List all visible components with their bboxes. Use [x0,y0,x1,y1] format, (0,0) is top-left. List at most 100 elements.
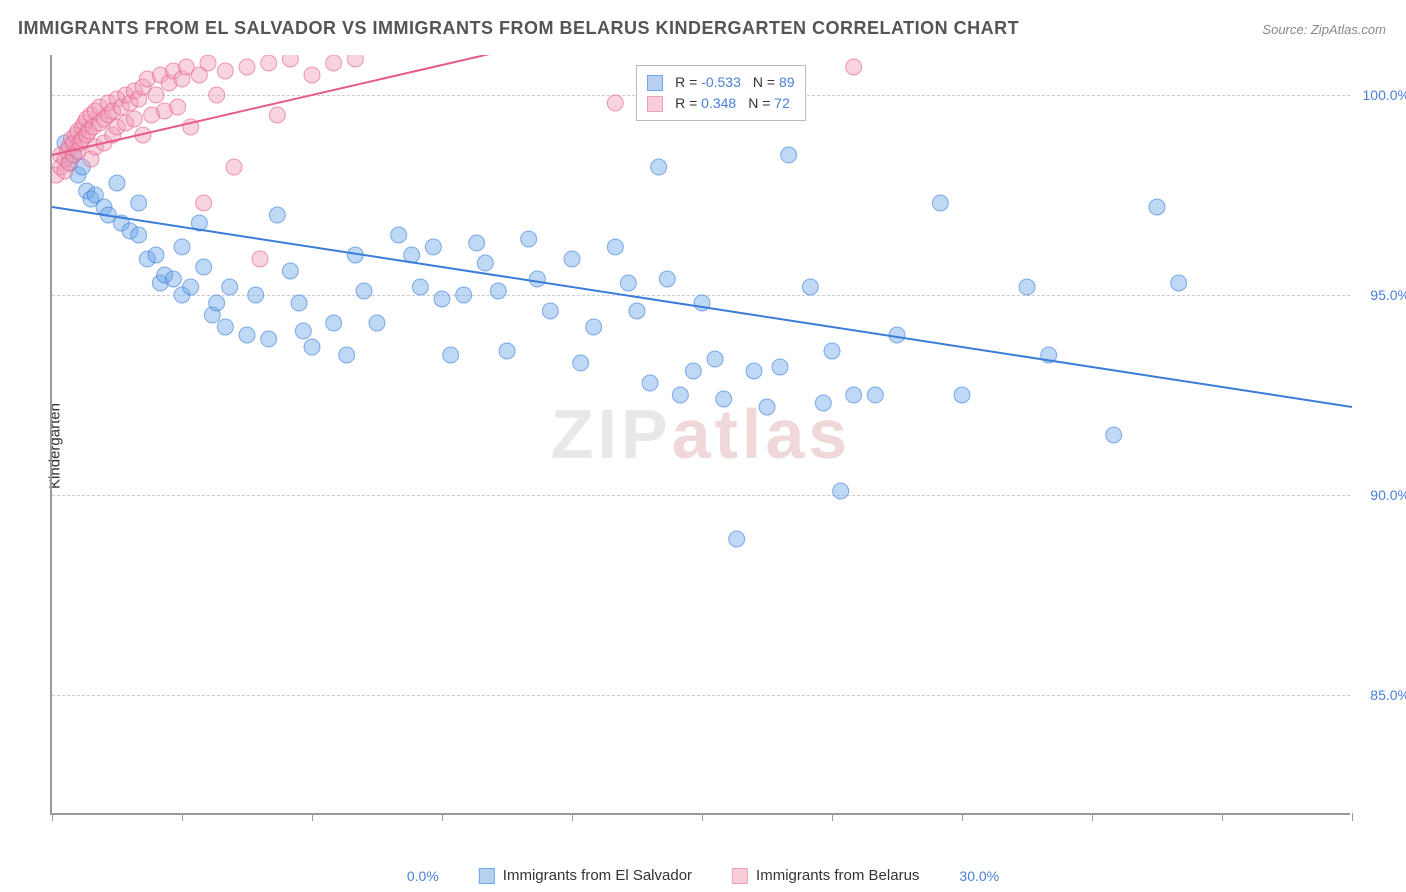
scatter-point [456,287,472,303]
scatter-point [165,271,181,287]
stats-row-blue: R = -0.533 N = 89 [647,72,794,93]
scatter-point [131,227,147,243]
scatter-point [148,247,164,263]
scatter-point [867,387,883,403]
scatter-point [425,239,441,255]
scatter-point [607,239,623,255]
x-axis-min-label: 0.0% [407,868,439,884]
scatter-point [620,275,636,291]
scatter-point [356,283,372,299]
scatter-point [222,279,238,295]
scatter-point [148,87,164,103]
scatter-point [269,107,285,123]
scatter-point [170,99,186,115]
scatter-point [833,483,849,499]
stats-row-pink: R = 0.348 N = 72 [647,93,794,114]
scatter-point [239,59,255,75]
scatter-point [846,59,862,75]
regression-line [52,207,1352,407]
scatter-point [239,327,255,343]
scatter-point [261,331,277,347]
y-tick-label: 85.0% [1370,687,1406,703]
legend-item-blue: Immigrants from El Salvador [479,867,692,884]
x-tick [1352,813,1353,821]
scatter-point [642,375,658,391]
scatter-point [443,347,459,363]
legend-item-pink: Immigrants from Belarus [732,867,919,884]
scatter-point [282,263,298,279]
scatter-point [729,531,745,547]
scatter-point [1019,279,1035,295]
scatter-point [391,227,407,243]
scatter-point [109,175,125,191]
scatter-point [304,339,320,355]
swatch-blue-icon [479,868,495,884]
y-tick-label: 90.0% [1370,487,1406,503]
scatter-point [269,207,285,223]
scatter-point [209,295,225,311]
scatter-point [326,55,342,71]
scatter-point [304,67,320,83]
scatter-point [217,63,233,79]
y-tick-label: 100.0% [1363,87,1406,103]
scatter-point [529,271,545,287]
scatter-point [1149,199,1165,215]
scatter-point [469,235,485,251]
scatter-point [1106,427,1122,443]
scatter-point [781,147,797,163]
scatter-point [672,387,688,403]
scatter-point [252,251,268,267]
swatch-pink-icon [647,96,663,112]
scatter-point [339,347,355,363]
scatter-point [282,55,298,67]
scatter-point [746,363,762,379]
scatter-point [824,343,840,359]
scatter-point [499,343,515,359]
scatter-point [490,283,506,299]
scatter-point [1171,275,1187,291]
scatter-point [685,363,701,379]
scatter-point [846,387,862,403]
scatter-point [196,259,212,275]
scatter-point [564,251,580,267]
chart-plot-area: ZIPatlas 85.0%90.0%95.0%100.0% R = -0.53… [50,55,1350,815]
swatch-blue-icon [647,75,663,91]
scatter-point [802,279,818,295]
scatter-svg [52,55,1352,815]
scatter-point [521,231,537,247]
scatter-point [248,287,264,303]
scatter-point [607,95,623,111]
scatter-point [954,387,970,403]
scatter-point [295,323,311,339]
scatter-point [932,195,948,211]
source-attribution: Source: ZipAtlas.com [1262,22,1386,37]
scatter-point [815,395,831,411]
scatter-point [629,303,645,319]
scatter-point [477,255,493,271]
scatter-point [131,195,147,211]
scatter-point [369,315,385,331]
scatter-point [226,159,242,175]
scatter-point [573,355,589,371]
scatter-point [759,399,775,415]
scatter-point [174,239,190,255]
scatter-point [716,391,732,407]
scatter-point [434,291,450,307]
scatter-point [659,271,675,287]
chart-title: IMMIGRANTS FROM EL SALVADOR VS IMMIGRANT… [18,18,1019,39]
bottom-legend: 0.0% Immigrants from El Salvador Immigra… [407,867,999,884]
x-axis-max-label: 30.0% [959,868,999,884]
stats-legend-box: R = -0.533 N = 89 R = 0.348 N = 72 [636,65,805,121]
y-tick-label: 95.0% [1370,287,1406,303]
scatter-point [326,315,342,331]
scatter-point [889,327,905,343]
scatter-point [209,87,225,103]
scatter-point [347,55,363,67]
scatter-point [542,303,558,319]
scatter-point [261,55,277,71]
swatch-pink-icon [732,868,748,884]
scatter-point [291,295,307,311]
scatter-point [707,351,723,367]
scatter-point [412,279,428,295]
scatter-point [217,319,233,335]
